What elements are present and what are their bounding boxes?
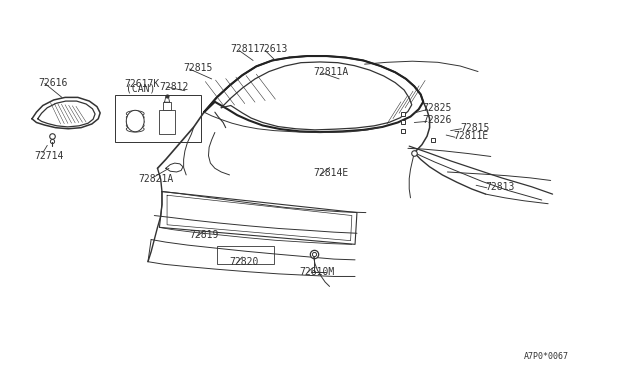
- Text: 72613: 72613: [258, 44, 287, 54]
- Text: 72812: 72812: [159, 82, 189, 92]
- Text: 72819: 72819: [189, 230, 219, 240]
- Text: 72814E: 72814E: [314, 168, 349, 178]
- Bar: [217, 246, 274, 263]
- Text: 72825: 72825: [422, 103, 451, 113]
- Ellipse shape: [126, 122, 144, 128]
- Bar: [115, 95, 201, 142]
- Ellipse shape: [126, 110, 144, 132]
- Ellipse shape: [126, 111, 144, 116]
- Text: 72617K: 72617K: [124, 79, 159, 89]
- Ellipse shape: [126, 119, 144, 125]
- Bar: [159, 110, 175, 134]
- Text: 72826: 72826: [422, 115, 451, 125]
- Text: 72610M: 72610M: [300, 267, 335, 277]
- Text: 72821A: 72821A: [138, 174, 173, 184]
- Text: 72811A: 72811A: [314, 67, 349, 77]
- Text: 72820: 72820: [230, 257, 259, 267]
- Text: 72811E: 72811E: [454, 131, 489, 141]
- Text: A7P0*0067: A7P0*0067: [524, 352, 569, 361]
- Text: 72815: 72815: [183, 63, 212, 73]
- Bar: [163, 102, 171, 110]
- Text: 72616: 72616: [38, 78, 68, 89]
- Text: 72813: 72813: [486, 182, 515, 192]
- Text: 72815: 72815: [460, 123, 490, 133]
- Text: (CAN): (CAN): [126, 84, 156, 93]
- Ellipse shape: [126, 126, 144, 132]
- Text: 72714: 72714: [35, 151, 64, 161]
- Ellipse shape: [126, 114, 144, 120]
- Text: 72811: 72811: [231, 44, 260, 54]
